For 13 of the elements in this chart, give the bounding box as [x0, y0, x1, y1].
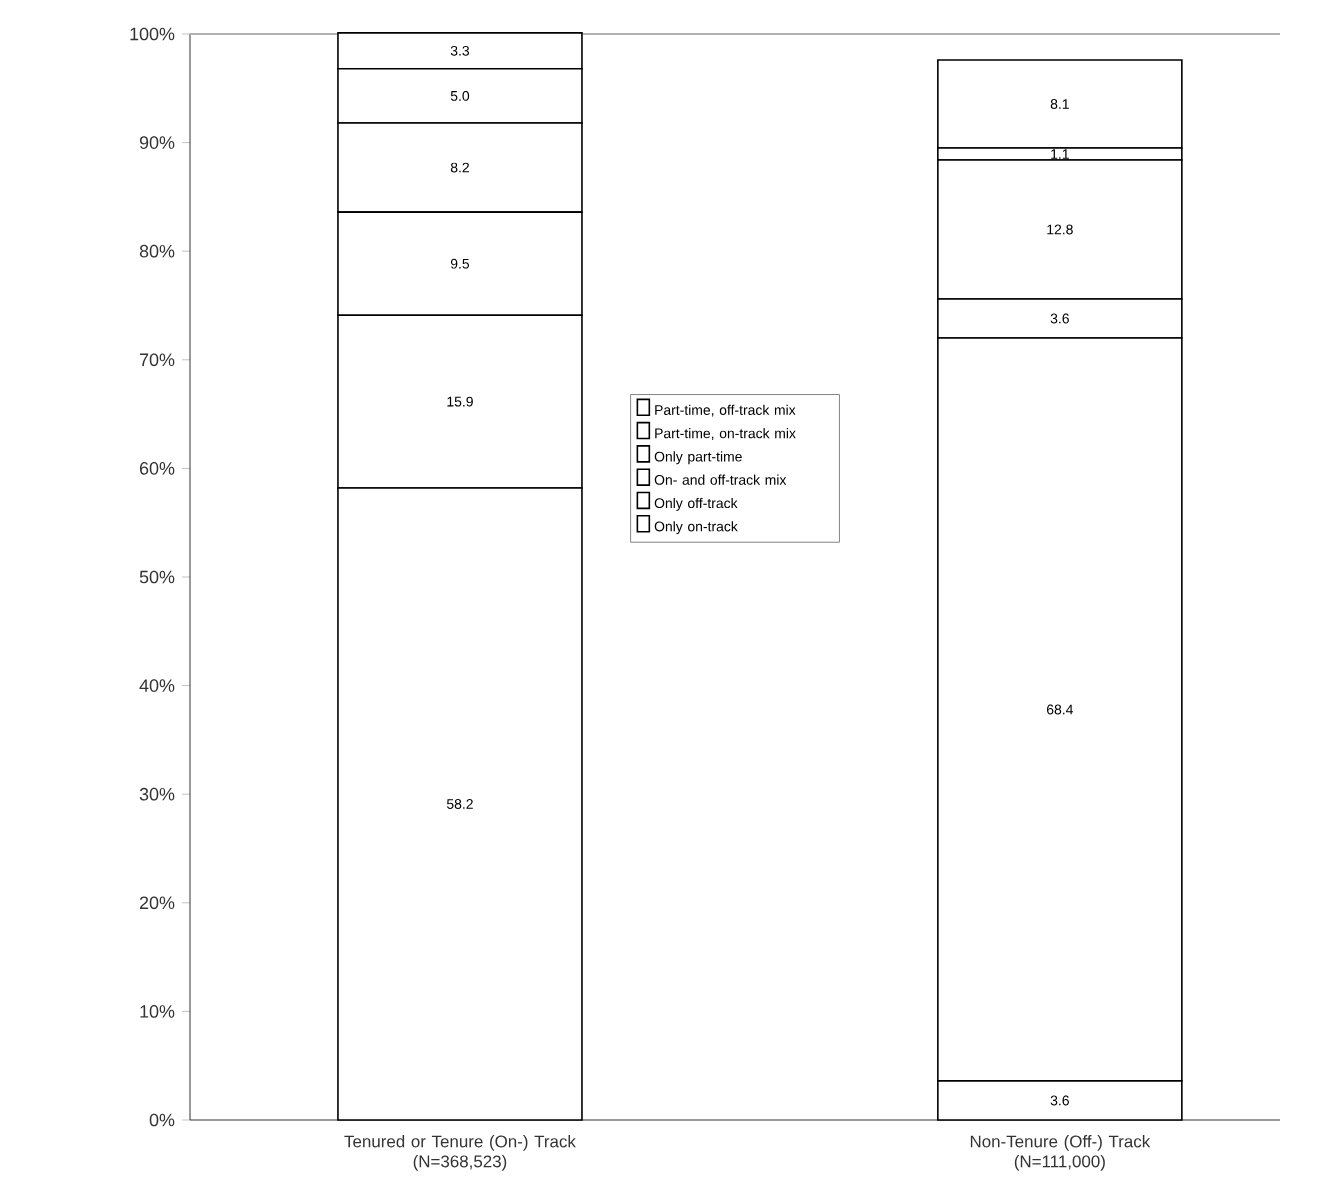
- y-tick-label: 40%: [139, 679, 175, 692]
- y-tick-label: 10%: [140, 1005, 175, 1018]
- y-tick-label: 90%: [139, 136, 175, 149]
- x-tick-label: Tenured or Tenure (On-) Track (N=368,523): [344, 1135, 576, 1171]
- y-tick-label: 30%: [139, 787, 175, 801]
- y-tick-label: 0%: [149, 1113, 175, 1127]
- y-tick-label: 70%: [139, 353, 175, 367]
- y-tick-label: 60%: [139, 462, 175, 475]
- x-tick-label: Non-Tenure (Off-) Track (N=111,000): [970, 1135, 1151, 1171]
- y-tick-label: 80%: [139, 244, 175, 258]
- y-tick-label: 20%: [139, 896, 175, 910]
- y-tick-label: 50%: [139, 570, 175, 584]
- y-tick-label: 100%: [130, 27, 175, 41]
